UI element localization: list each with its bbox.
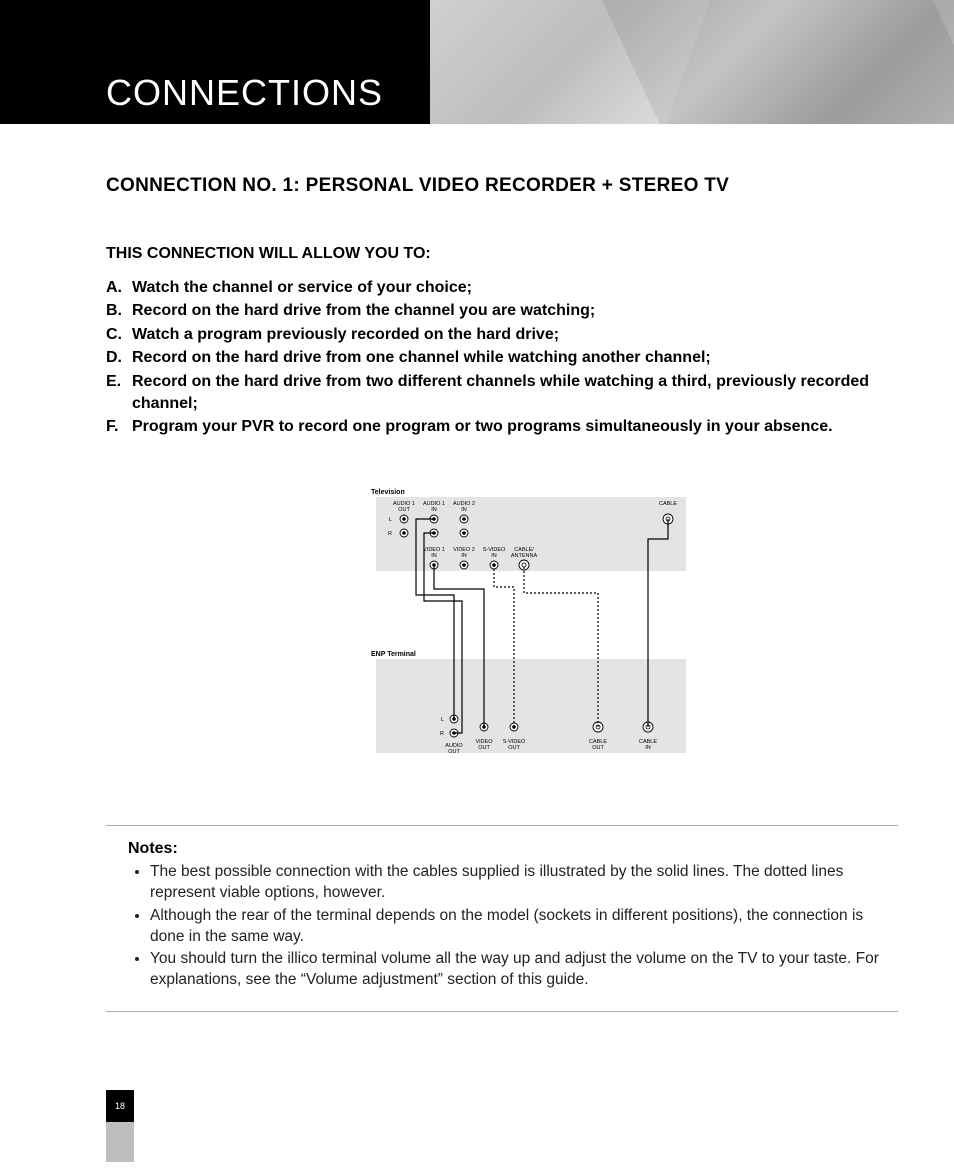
list-text: Program your PVR to record one program o… bbox=[132, 416, 896, 438]
svg-text:ANTENNA: ANTENNA bbox=[511, 553, 538, 559]
svg-text:R: R bbox=[388, 531, 392, 537]
svg-text:L: L bbox=[441, 717, 444, 723]
list-letter: F. bbox=[106, 416, 132, 438]
svg-text:L: L bbox=[389, 517, 392, 523]
svg-text:OUT: OUT bbox=[398, 507, 410, 513]
list-item: D. Record on the hard drive from one cha… bbox=[106, 347, 896, 369]
notes-list: The best possible connection with the ca… bbox=[128, 862, 880, 992]
list-text: Watch a program previously recorded on t… bbox=[132, 324, 896, 346]
list-letter: B. bbox=[106, 300, 132, 322]
list-text: Record on the hard drive from two differ… bbox=[132, 371, 896, 416]
list-item: F. Program your PVR to record one progra… bbox=[106, 416, 896, 438]
list-letter: A. bbox=[106, 277, 132, 299]
notes-title: Notes: bbox=[128, 840, 880, 858]
svg-text:CABLE: CABLE bbox=[659, 501, 677, 507]
page-title: CONNECTIONS bbox=[106, 72, 383, 114]
list-text: Watch the channel or service of your cho… bbox=[132, 277, 896, 299]
notes-item: The best possible connection with the ca… bbox=[150, 862, 880, 904]
svg-text:Television: Television bbox=[371, 489, 405, 496]
notes-item: You should turn the illico terminal volu… bbox=[150, 949, 880, 991]
list-item: B. Record on the hard drive from the cha… bbox=[106, 300, 896, 322]
notes-box: Notes: The best possible connection with… bbox=[106, 825, 898, 1013]
list-text: Record on the hard drive from one channe… bbox=[132, 347, 896, 369]
allow-list: A. Watch the channel or service of your … bbox=[106, 277, 896, 439]
page-number: 18 bbox=[106, 1090, 134, 1122]
svg-text:IN: IN bbox=[431, 553, 437, 559]
notes-item: Although the rear of the terminal depend… bbox=[150, 906, 880, 948]
svg-text:OUT: OUT bbox=[478, 745, 490, 751]
svg-text:IN: IN bbox=[461, 507, 467, 513]
svg-text:IN: IN bbox=[491, 553, 497, 559]
connection-diagram: TelevisionAUDIO 1OUTAUDIO 1INAUDIO 2INLR… bbox=[296, 483, 756, 783]
content-area: CONNECTION NO. 1: PERSONAL VIDEO RECORDE… bbox=[106, 175, 896, 1012]
diagram-svg: TelevisionAUDIO 1OUTAUDIO 1INAUDIO 2INLR… bbox=[296, 483, 756, 783]
svg-text:R: R bbox=[440, 731, 444, 737]
list-item: E. Record on the hard drive from two dif… bbox=[106, 371, 896, 416]
svg-text:IN: IN bbox=[431, 507, 437, 513]
top-banner-right bbox=[430, 0, 954, 124]
list-item: A. Watch the channel or service of your … bbox=[106, 277, 896, 299]
list-text: Record on the hard drive from the channe… bbox=[132, 300, 896, 322]
lead-line: THIS CONNECTION WILL ALLOW YOU TO: bbox=[106, 245, 896, 263]
svg-text:OUT: OUT bbox=[508, 745, 520, 751]
list-letter: C. bbox=[106, 324, 132, 346]
svg-text:OUT: OUT bbox=[592, 745, 604, 751]
page-number-tail bbox=[106, 1122, 134, 1162]
top-banner: CONNECTIONS bbox=[0, 0, 954, 124]
list-letter: D. bbox=[106, 347, 132, 369]
top-banner-left: CONNECTIONS bbox=[0, 0, 430, 124]
section-heading: CONNECTION NO. 1: PERSONAL VIDEO RECORDE… bbox=[106, 175, 896, 197]
svg-text:IN: IN bbox=[645, 745, 651, 751]
svg-text:IN: IN bbox=[461, 553, 467, 559]
list-letter: E. bbox=[106, 371, 132, 416]
list-item: C. Watch a program previously recorded o… bbox=[106, 324, 896, 346]
svg-text:OUT: OUT bbox=[448, 749, 460, 755]
svg-text:ENP Terminal: ENP Terminal bbox=[371, 651, 416, 658]
